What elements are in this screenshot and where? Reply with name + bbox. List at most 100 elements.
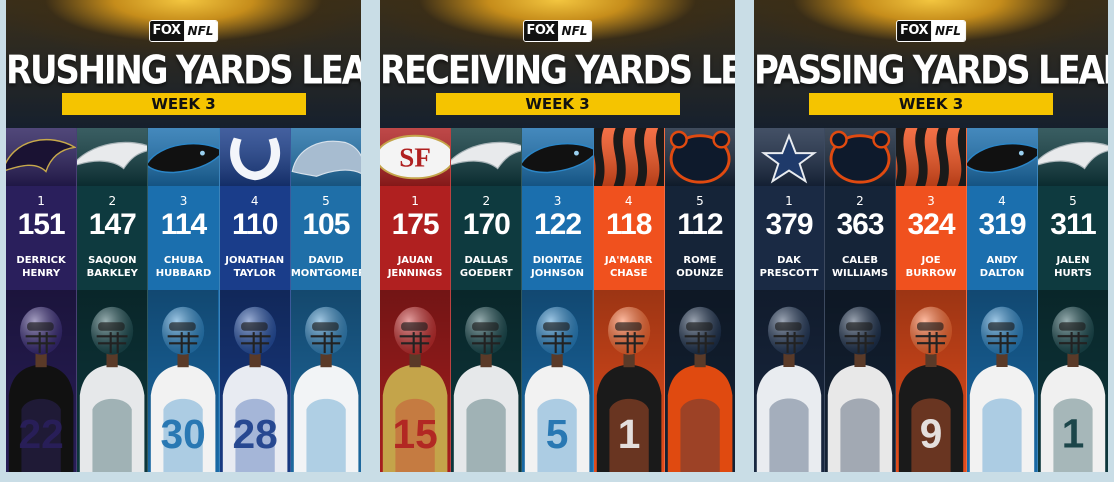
svg-text:22: 22	[18, 411, 63, 457]
stat-block: 4 110	[220, 186, 290, 290]
player-column: 3 114 CHUBA HUBBARD 30	[148, 128, 220, 472]
rank-number: 2	[856, 194, 864, 208]
player-first-name: CALEB	[842, 255, 878, 266]
panther-icon	[522, 128, 593, 186]
yards-value: 175	[391, 208, 440, 241]
player-column: 5105DAVIDMONTGOMERY	[290, 128, 361, 472]
tiger-stripe-icon	[896, 128, 966, 186]
rank-number: 3	[179, 194, 188, 208]
panel-title: PASSING YARDS LEADERS	[754, 48, 1108, 94]
stat-block: 1 151	[6, 186, 76, 290]
brand-fox: FOX	[523, 21, 558, 41]
player-column: 3 324 JOE BURROW 9	[896, 128, 967, 472]
player-column: 1 151 DERRICK HENRY 22	[6, 128, 78, 472]
brand-nfl: NFL	[183, 21, 218, 41]
week-badge: WEEK 3	[809, 93, 1053, 115]
player-name: CHUBA HUBBARD	[148, 254, 218, 280]
brand-fox: FOX	[149, 21, 184, 41]
player-column: 3 122 DIONTAE JOHNSON 5	[522, 128, 594, 472]
rank-number: 3	[927, 194, 935, 208]
player-name: DALLAS GOEDERT	[451, 254, 521, 280]
rank-number: 4	[998, 194, 1006, 208]
player-photo: 28	[219, 290, 290, 472]
stat-block: 3 114	[148, 186, 218, 290]
svg-text:28: 28	[232, 411, 277, 457]
player-photo: 15	[380, 290, 451, 472]
rank-number: 2	[108, 194, 117, 208]
player-first-name: DIONTAE	[532, 255, 583, 266]
player-photo: 30	[148, 290, 219, 472]
player-photo: 1	[1038, 290, 1108, 472]
yards-value: 363	[836, 208, 884, 241]
yards-value: 170	[462, 208, 511, 241]
yards-value: 122	[533, 208, 582, 241]
rank-number: 3	[553, 194, 562, 208]
player-column: 4 118 JA'MARR CHASE 1	[593, 128, 665, 472]
player-column: 5 311 JALEN HURTS 1	[1038, 128, 1108, 472]
player-photo: 9	[896, 290, 966, 472]
player-last-name: PRESCOTT	[759, 268, 819, 279]
player-column: 1 379 DAK PRESCOTT	[754, 128, 825, 472]
svg-text:30: 30	[161, 411, 206, 457]
player-photo	[290, 290, 361, 472]
week-badge: WEEK 3	[61, 93, 306, 115]
bear-icon	[825, 128, 895, 186]
player-first-name: JONATHAN	[225, 255, 285, 266]
yards-value: 147	[88, 208, 137, 241]
player-photo: 1	[593, 290, 664, 472]
rank-number: 4	[250, 194, 259, 208]
week-badge: WEEK 3	[435, 93, 680, 115]
fox-nfl-logo: FOX NFL	[148, 20, 219, 42]
player-last-name: GOEDERT	[459, 268, 513, 279]
stat-block: 3 122	[522, 186, 592, 290]
fox-nfl-logo: FOX NFL	[522, 20, 593, 42]
tiger-stripe-icon	[593, 128, 664, 186]
player-columns: 1 151 DERRICK HENRY 22 2 147 SAQUON BARKLEY 3 114 C…	[6, 128, 361, 472]
panther-icon	[148, 128, 219, 186]
lion-icon	[290, 128, 361, 186]
stat-block: 4 319	[967, 186, 1037, 290]
stat-block: 1 379	[754, 186, 824, 290]
player-name: JALEN HURTS	[1038, 254, 1108, 280]
rank-number: 1	[37, 194, 45, 208]
player-column: 5 112 ROME ODUNZE	[664, 128, 735, 472]
player-last-name: JOHNSON	[530, 268, 585, 279]
yards-value: 151	[17, 208, 66, 241]
player-name: ANDY DALTON	[967, 254, 1037, 280]
fox-nfl-logo: FOX NFL	[896, 20, 966, 42]
player-first-name: JA'MARR	[604, 255, 653, 266]
star-icon	[754, 128, 824, 186]
player-column: SF 1 175 JAUAN JENNINGS 15	[380, 128, 452, 472]
player-column: 4 110 JONATHAN TAYLOR 28	[219, 128, 291, 472]
stat-block: 2 363	[825, 186, 895, 290]
player-first-name: JAUAN	[397, 255, 433, 266]
player-columns: SF 1 175 JAUAN JENNINGS 15 2 170 DALLAS GOEDERT 3 1…	[380, 128, 735, 472]
player-first-name: ANDY	[986, 255, 1018, 266]
player-name: CALEB WILLIAMS	[825, 254, 895, 280]
player-name: JAUAN JENNINGS	[380, 254, 450, 280]
rank-number: 1	[411, 194, 419, 208]
stat-block: 5 112	[665, 186, 735, 290]
player-last-name: TAYLOR	[233, 268, 276, 279]
stat-block: 5 311	[1038, 186, 1108, 290]
player-first-name: JALEN	[1056, 255, 1090, 266]
yards-value: 105	[302, 208, 350, 241]
player-photo	[754, 290, 824, 472]
player-photo: 22	[6, 290, 77, 472]
rank-number: 5	[696, 194, 704, 208]
svg-text:1: 1	[1062, 411, 1085, 457]
player-name: JA'MARR CHASE	[594, 254, 664, 280]
yards-value: 118	[606, 208, 652, 241]
svg-text:SF: SF	[399, 143, 431, 173]
yards-value: 110	[232, 208, 278, 241]
player-column: 2 363 CALEB WILLIAMS	[825, 128, 896, 472]
stat-block: 5 105	[291, 186, 361, 290]
player-name: SAQUON BARKLEY	[77, 254, 147, 280]
player-last-name: HURTS	[1054, 268, 1092, 279]
player-photo	[967, 290, 1037, 472]
player-name: DAVID MONTGOMERY	[291, 254, 361, 280]
eagle-icon	[77, 128, 148, 186]
rank-number: 1	[785, 194, 793, 208]
